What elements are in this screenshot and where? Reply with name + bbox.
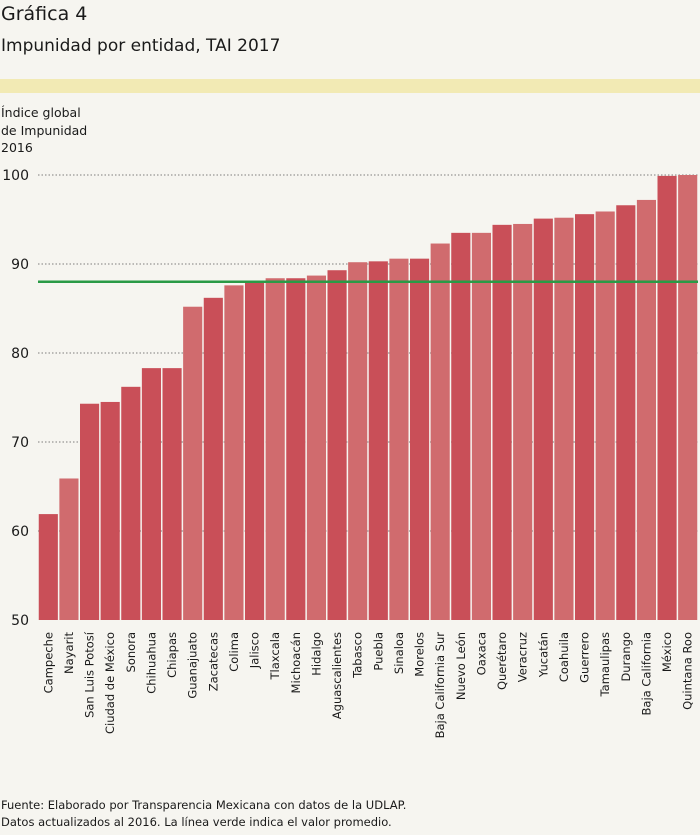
bar [554, 217, 574, 620]
bar [492, 224, 512, 620]
bar [389, 258, 409, 620]
bar [245, 281, 265, 620]
x-category-label: Guanajuato [186, 632, 200, 699]
bar [121, 386, 141, 620]
x-category-label: México [660, 632, 674, 672]
x-category-label: Nuevo León [454, 632, 468, 700]
x-category-label: Tlaxcala [268, 632, 282, 680]
bar [636, 199, 656, 621]
x-category-label: Zacatecas [206, 632, 220, 691]
x-category-label: Chiapas [165, 632, 179, 678]
x-category-label: Ciudad de México [103, 632, 117, 734]
bar [59, 478, 79, 620]
bar [430, 243, 450, 620]
bar [348, 262, 368, 620]
bar [286, 278, 306, 620]
figure-label: Gráfica 4 [1, 3, 88, 25]
bar [575, 214, 595, 620]
x-category-label: Yucatán [536, 632, 550, 678]
bar [265, 278, 285, 620]
y-tick-label: 50 [11, 613, 29, 629]
bar [203, 297, 223, 620]
x-category-label: Campeche [41, 632, 55, 693]
y-tick-label: 100 [2, 168, 29, 184]
bar [678, 175, 698, 620]
bar-chart: 50 60 70 80 90 100 Campeche Nayarit San Luis Po… [2, 168, 698, 739]
x-category-label: Puebla [371, 632, 385, 671]
bar [306, 275, 326, 620]
x-category-label: Tamaulipas [598, 632, 612, 697]
y-tick-label: 80 [11, 346, 29, 362]
y-tick-label: 70 [11, 435, 29, 451]
y-axis-label: Índice global de Impunidad 2016 [1, 105, 88, 155]
x-category-label: Quintana Roo [681, 632, 695, 710]
bar [141, 368, 161, 620]
x-category-label: Querétaro [495, 632, 509, 690]
bar [80, 403, 100, 620]
x-category-label: Durango [619, 632, 633, 682]
x-category-label: Morelos [413, 632, 427, 677]
bar [38, 514, 58, 620]
x-category-label: Nayarit [62, 632, 76, 674]
x-category-label: Sonora [124, 632, 138, 672]
x-category-label: Coahuila [557, 632, 571, 682]
x-category-label: San Luis Potosí [83, 631, 97, 718]
y-tick-label: 60 [11, 524, 29, 540]
x-category-label: Hidalgo [309, 632, 323, 676]
bar [100, 401, 120, 620]
bar [471, 232, 491, 620]
x-category-label: Oaxaca [474, 632, 488, 675]
bar [183, 306, 203, 620]
chart-title: Impunidad por entidad, TAI 2017 [1, 36, 281, 56]
source-note: Fuente: Elaborado por Transparencia Mexi… [1, 798, 407, 829]
x-category-label: Michoacán [289, 632, 303, 693]
x-category-label: Baja California Sur [433, 632, 447, 739]
header-band [0, 79, 700, 93]
y-tick-label: 90 [11, 257, 29, 273]
x-category-label: Baja California [639, 632, 653, 715]
bar [224, 285, 244, 620]
bar [451, 232, 471, 620]
x-category-label: Guerrero [578, 632, 592, 683]
bar [533, 218, 553, 621]
bar [368, 261, 388, 620]
x-category-label: Sinaloa [392, 632, 406, 674]
bar [657, 175, 677, 620]
bar [616, 205, 636, 620]
x-category-label: Tabasco [351, 632, 365, 679]
x-category-label: Aguascalientes [330, 632, 344, 719]
bar [162, 368, 182, 620]
bar [410, 258, 430, 620]
x-category-label: Veracruz [516, 632, 530, 682]
x-category-label: Colima [227, 632, 241, 672]
x-category-label: Jalisco [248, 632, 262, 669]
bar [327, 270, 347, 620]
bar [595, 211, 615, 621]
x-category-label: Chihuahua [144, 632, 158, 694]
bar [513, 223, 533, 620]
